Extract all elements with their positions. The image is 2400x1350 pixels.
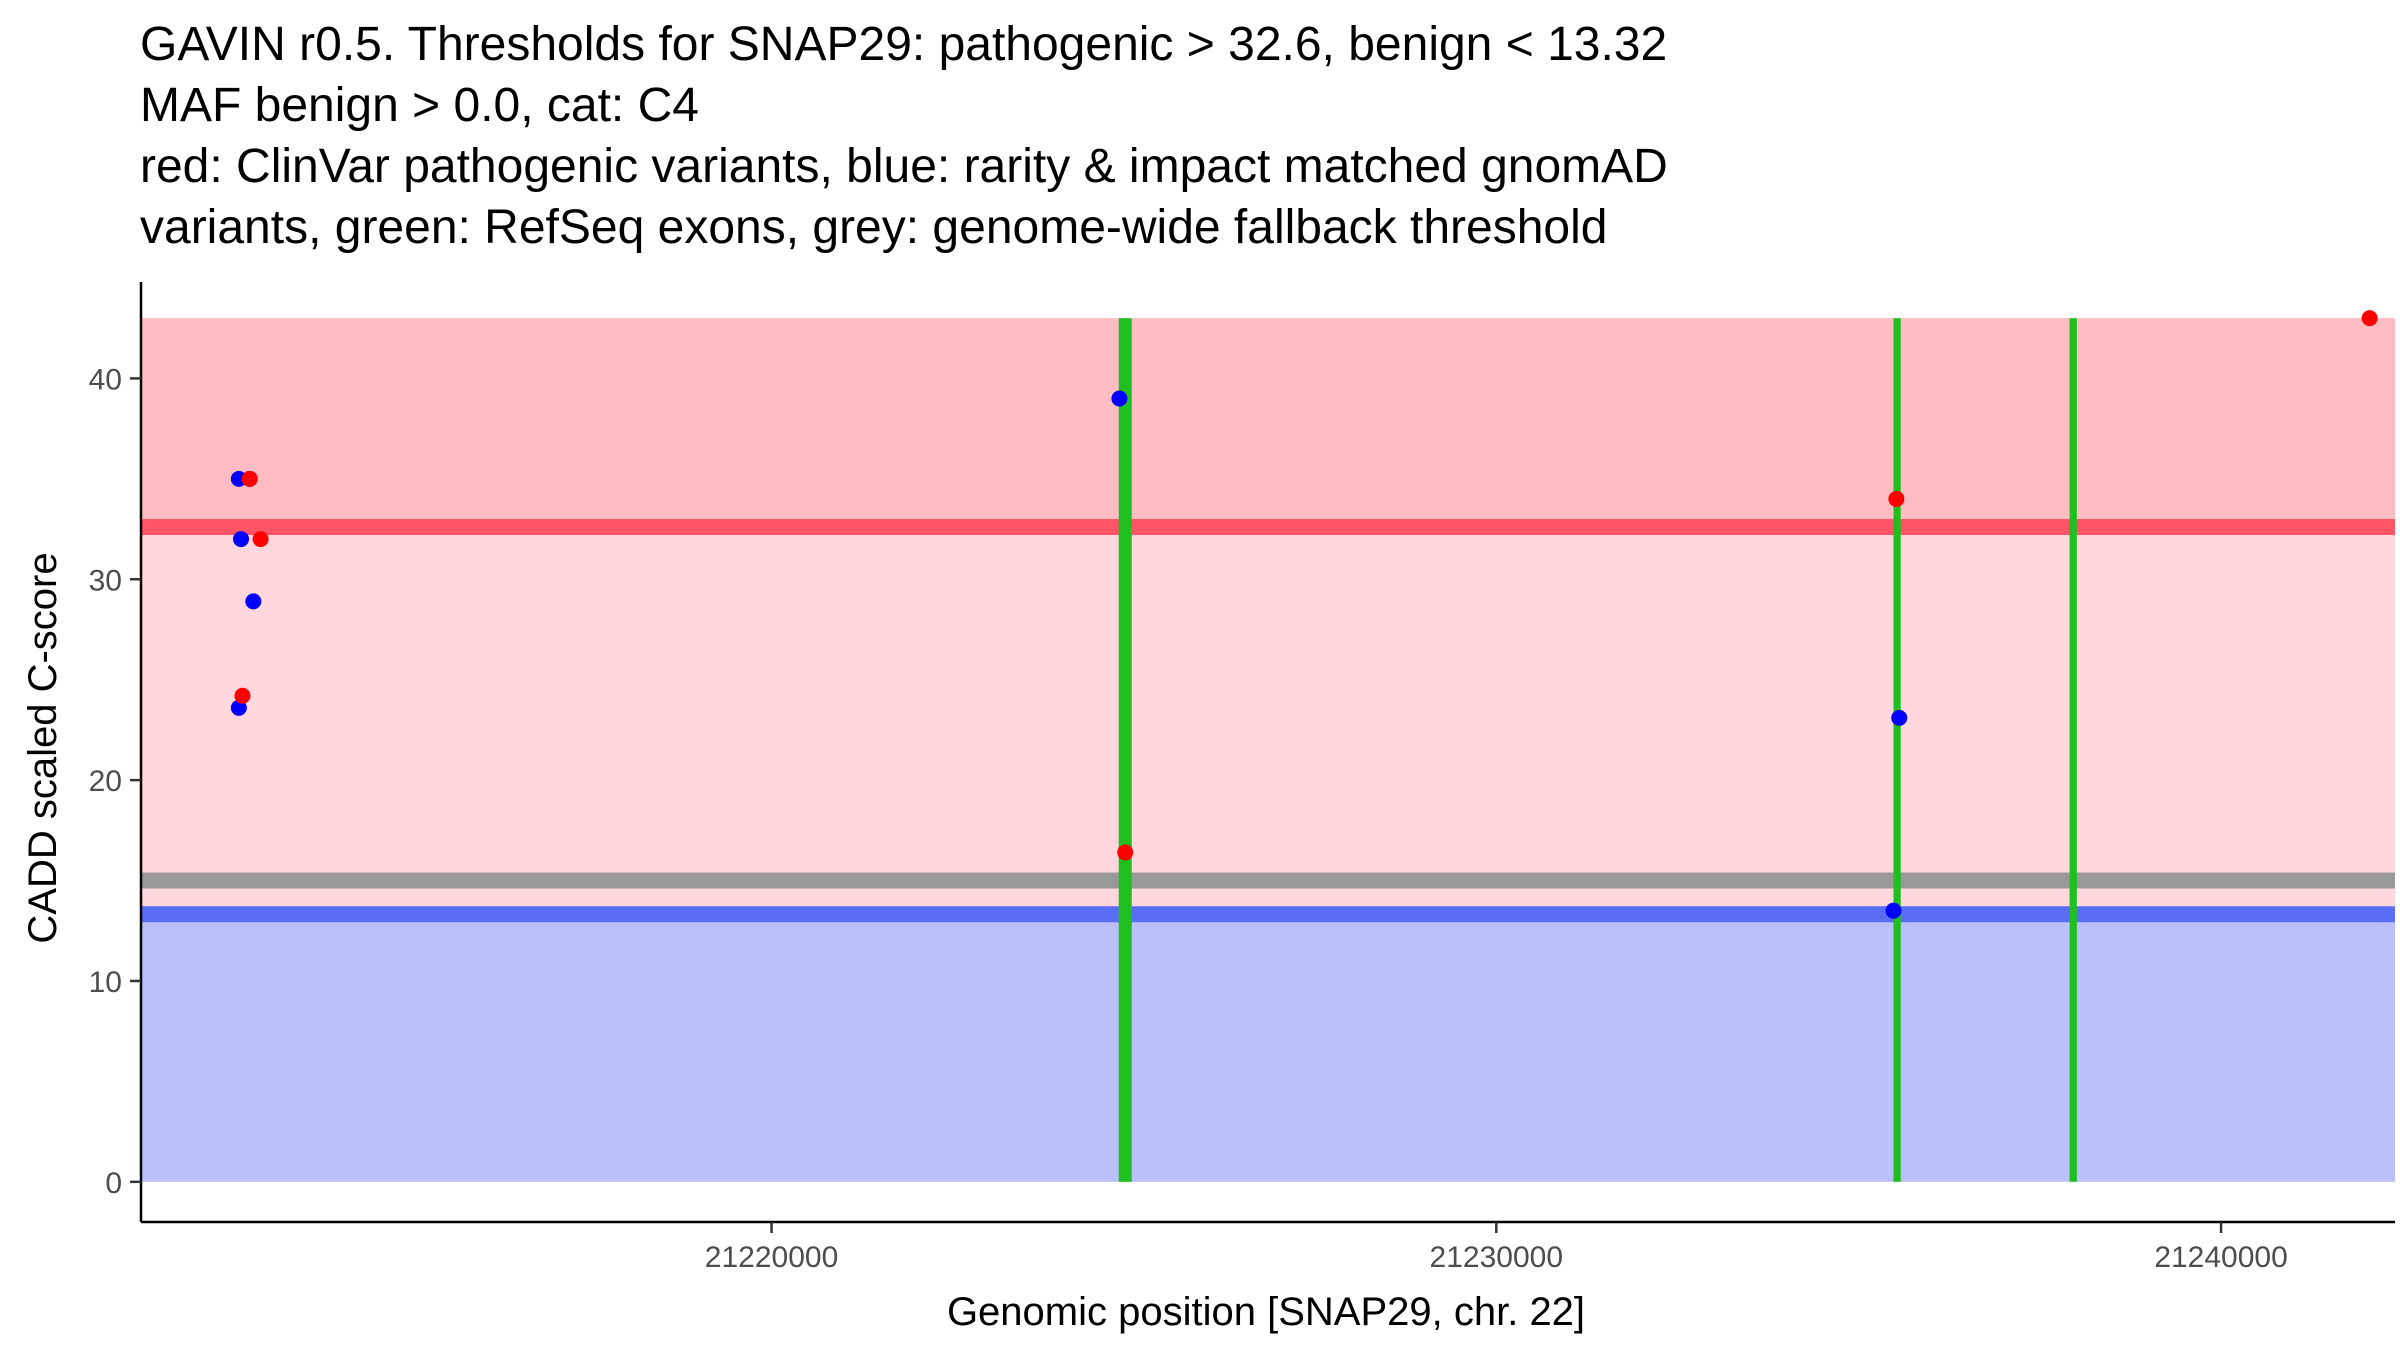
y-tick-label: 30 bbox=[89, 564, 122, 597]
axes: 0 10 20 30 40 21220000 21230000 21240000 bbox=[89, 282, 2395, 1274]
intermediate-zone bbox=[141, 527, 2395, 915]
chart-title: GAVIN r0.5. Thresholds for SNAP29: patho… bbox=[140, 14, 1668, 258]
y-tick-label: 10 bbox=[89, 966, 122, 999]
clinvar-pathogenic-point bbox=[2361, 310, 2378, 327]
clinvar-pathogenic-point bbox=[1117, 844, 1134, 861]
gnomad-variant-point bbox=[230, 699, 247, 716]
x-tick-label: 21230000 bbox=[1430, 1241, 1563, 1274]
title-line-3: red: ClinVar pathogenic variants, blue: … bbox=[140, 140, 1668, 193]
threshold-zones bbox=[141, 318, 2395, 1182]
exon-lines bbox=[1118, 318, 2077, 1182]
title-line-4: variants, green: RefSeq exons, grey: gen… bbox=[140, 201, 1608, 254]
exon-1 bbox=[1118, 318, 1132, 1182]
gnomad-variant-point bbox=[245, 593, 262, 610]
clinvar-pathogenic-point bbox=[1888, 490, 1905, 507]
exon-3 bbox=[2069, 318, 2077, 1182]
gnomad-variant-point bbox=[1885, 902, 1902, 919]
y-tick-label: 40 bbox=[89, 363, 122, 396]
title-line-1: GAVIN r0.5. Thresholds for SNAP29: patho… bbox=[140, 18, 1668, 71]
y-tick-label: 0 bbox=[105, 1167, 122, 1200]
clinvar-pathogenic-point bbox=[252, 531, 269, 548]
benign-zone bbox=[141, 914, 2395, 1182]
x-axis-label: Genomic position [SNAP29, chr. 22] bbox=[947, 1290, 1585, 1334]
threshold-lines bbox=[141, 519, 2395, 923]
clinvar-pathogenic-point bbox=[241, 470, 258, 487]
y-axis-label: CADD scaled C-score bbox=[21, 552, 65, 943]
x-tick-label: 21220000 bbox=[705, 1241, 838, 1274]
data-points bbox=[230, 310, 2378, 919]
gnomad-variant-point bbox=[233, 531, 250, 548]
exon-2 bbox=[1893, 318, 1901, 1182]
clinvar-pathogenic-point bbox=[234, 687, 251, 704]
gnomad-variant-point bbox=[1111, 390, 1128, 407]
gnomad-variant-point bbox=[1891, 709, 1908, 726]
title-line-2: MAF benign > 0.0, cat: C4 bbox=[140, 79, 699, 132]
y-tick-label: 20 bbox=[89, 765, 122, 798]
pathogenic-zone bbox=[141, 318, 2395, 528]
x-tick-label: 21240000 bbox=[2154, 1241, 2287, 1274]
